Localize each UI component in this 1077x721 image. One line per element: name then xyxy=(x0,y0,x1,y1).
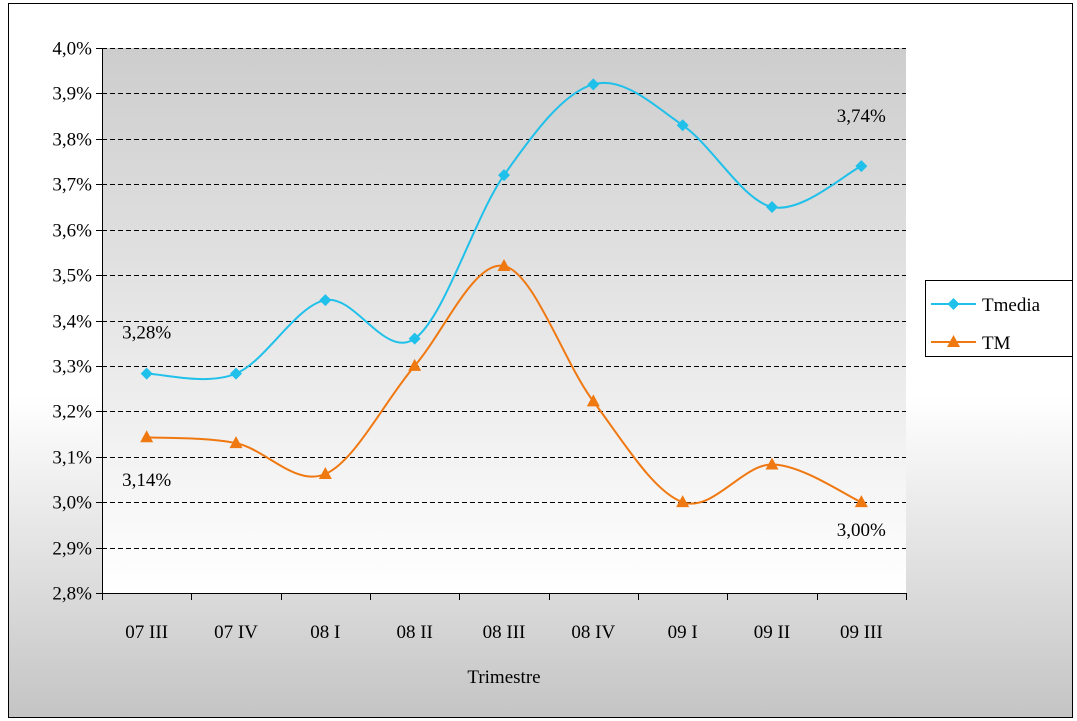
x-tick-label: 09 I xyxy=(668,622,698,643)
series-tmedia xyxy=(140,78,868,381)
tm-point xyxy=(497,259,511,271)
tm-point xyxy=(140,430,154,443)
y-tick-label: 2,8% xyxy=(52,584,92,605)
legend-item-tmedia: Tmedia xyxy=(931,295,1041,316)
legend-marker xyxy=(947,298,960,310)
y-tick-label: 3,3% xyxy=(52,357,92,378)
tm-point xyxy=(229,436,243,449)
tmedia-point xyxy=(498,169,510,182)
y-tick-label: 3,8% xyxy=(52,130,92,151)
y-tick-label: 3,6% xyxy=(52,221,92,242)
y-tick-label: 3,7% xyxy=(52,175,92,196)
tm-point xyxy=(318,467,332,480)
tmedia-point xyxy=(587,78,600,91)
y-tick-label: 3,1% xyxy=(52,448,92,469)
y-tick-label: 4,0% xyxy=(52,39,92,60)
x-tick-label: 07 IV xyxy=(214,622,258,643)
x-axis-title: Trimestre xyxy=(467,667,540,688)
plot-area xyxy=(102,48,906,593)
legend-label: Tmedia xyxy=(982,295,1041,316)
tmedia-point xyxy=(855,160,868,173)
y-tick-label: 3,4% xyxy=(52,312,92,333)
data-label: 3,14% xyxy=(122,470,171,491)
y-tick-label: 2,9% xyxy=(52,539,92,560)
legend-label: TM xyxy=(982,333,1011,354)
series-tm xyxy=(140,259,868,508)
y-tick-label: 3,9% xyxy=(52,84,92,105)
x-tick-label: 08 II xyxy=(396,622,432,643)
y-tick-label: 3,2% xyxy=(52,402,92,423)
tmedia-point xyxy=(230,367,242,380)
tmedia-point xyxy=(676,119,689,132)
legend: Tmedia TM xyxy=(925,280,1073,357)
tm-point xyxy=(854,495,868,508)
tm-point xyxy=(765,457,779,470)
x-tick-label: 08 III xyxy=(483,622,526,643)
legend-item-tm: TM xyxy=(931,333,1011,354)
x-tick-label: 09 III xyxy=(840,622,883,643)
legend-marker xyxy=(947,335,960,347)
tm-point xyxy=(676,495,690,508)
x-tick-label: 08 I xyxy=(310,622,340,643)
data-label: 3,28% xyxy=(122,323,171,344)
tm-point xyxy=(408,358,422,371)
x-tick-label: 09 II xyxy=(754,622,790,643)
data-label: 3,74% xyxy=(837,106,886,127)
data-label: 3,00% xyxy=(837,520,886,541)
tm-point xyxy=(586,394,600,407)
tmedia-point xyxy=(140,367,153,380)
y-tick-label: 3,5% xyxy=(52,266,92,287)
x-tick-label: 07 III xyxy=(125,622,168,643)
y-tick-label: 3,0% xyxy=(52,493,92,514)
tmedia-point xyxy=(319,294,332,307)
tmedia-point xyxy=(408,332,421,345)
tmedia-point xyxy=(766,200,778,213)
x-tick-label: 08 IV xyxy=(571,622,615,643)
